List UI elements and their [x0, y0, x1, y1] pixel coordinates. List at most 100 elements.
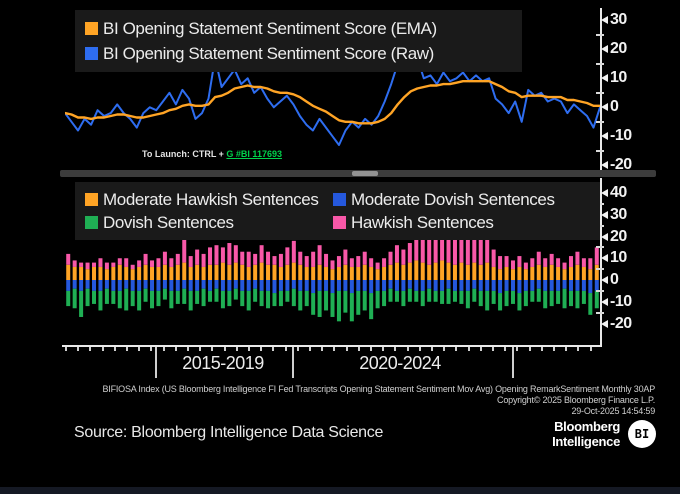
y-axis-tick-label: -20: [610, 314, 632, 332]
logo-line-bloomberg: Bloomberg: [554, 419, 620, 434]
bar-moderate-hawkish: [498, 269, 503, 281]
launch-link[interactable]: G #BI 117693: [226, 149, 282, 159]
bar-moderate-dovish: [143, 280, 148, 289]
bar-moderate-hawkish: [266, 264, 271, 280]
tick-arrow-icon: [601, 276, 608, 284]
bar-moderate-hawkish: [220, 262, 225, 280]
x-axis-minor-tick: [101, 347, 104, 351]
bar-moderate-hawkish: [201, 266, 206, 280]
y-axis-tick-label: -10: [610, 127, 632, 145]
bar-hawkish: [369, 258, 374, 267]
tick-arrow-icon: [601, 254, 608, 263]
x-axis-minor-tick: [187, 347, 189, 351]
bar-moderate-dovish: [446, 280, 451, 289]
bar-moderate-dovish: [220, 280, 225, 291]
x-axis-minor-tick: [89, 347, 92, 351]
bar-dovish: [433, 290, 438, 302]
bar-hawkish: [240, 251, 245, 265]
dovish-label: Dovish Sentences: [103, 212, 234, 232]
scrollbar-thumb[interactable]: [352, 171, 378, 176]
bar-hawkish: [491, 249, 496, 267]
bar-hawkish: [104, 262, 109, 270]
bar-moderate-hawkish: [66, 264, 71, 280]
bar-hawkish: [182, 234, 187, 263]
bar-moderate-dovish: [150, 280, 155, 291]
bar-hawkish: [465, 234, 470, 265]
bar-moderate-hawkish: [285, 264, 290, 280]
x-axis-minor-tick: [223, 347, 226, 351]
tick-arrow-icon: [601, 210, 608, 219]
tick-arrow-icon: [601, 319, 608, 328]
y-axis-minor-tick: [596, 311, 604, 314]
bar-moderate-hawkish: [394, 262, 399, 280]
bar-dovish: [465, 290, 470, 309]
bar-hawkish: [388, 251, 393, 265]
bar-moderate-dovish: [407, 280, 412, 289]
bar-moderate-hawkish: [472, 262, 477, 280]
source-attribution: Source: Bloomberg Intelligence Data Scie…: [74, 424, 384, 441]
x-axis-minor-tick: [540, 347, 543, 351]
bar-moderate-dovish: [162, 280, 167, 289]
bar-hawkish: [130, 264, 135, 270]
x-axis-minor-tick: [248, 347, 250, 351]
bar-dovish: [427, 288, 432, 302]
bar-hawkish: [349, 258, 354, 267]
bar-moderate-dovish: [182, 280, 187, 289]
bar-moderate-hawkish: [98, 266, 103, 280]
bar-moderate-dovish: [369, 280, 374, 294]
bar-dovish: [72, 288, 77, 309]
bar-moderate-dovish: [169, 280, 174, 291]
bar-moderate-dovish: [79, 280, 84, 291]
y-axis-minor-tick: [596, 246, 604, 249]
bar-moderate-dovish: [349, 280, 354, 294]
y-axis-tick: 30: [601, 206, 627, 224]
bar-moderate-dovish: [246, 280, 251, 291]
bar-moderate-hawkish: [233, 262, 238, 280]
bar-dovish: [407, 288, 412, 302]
bar-moderate-hawkish: [175, 264, 180, 280]
bar-moderate-dovish: [72, 280, 77, 289]
bar-dovish: [356, 290, 361, 315]
x-axis-minor-tick: [406, 347, 409, 351]
x-axis-minor-tick: [113, 347, 116, 351]
bar-dovish: [317, 290, 322, 317]
bar-dovish: [266, 290, 271, 309]
bar-dovish: [92, 290, 97, 304]
bottom-window-strip: [0, 487, 680, 494]
bar-moderate-hawkish: [459, 262, 464, 280]
y-axis-minor-tick: [596, 120, 604, 123]
bar-moderate-dovish: [491, 280, 496, 291]
y-axis-tick-label: 0: [610, 98, 619, 116]
x-axis-minor-tick: [394, 347, 397, 351]
y-axis-minor-tick: [596, 268, 604, 271]
bar-moderate-dovish: [330, 280, 335, 294]
bar-moderate-dovish: [581, 280, 586, 291]
bar-dovish: [452, 290, 457, 302]
bar-moderate-dovish: [117, 280, 122, 291]
bar-dovish: [79, 290, 84, 317]
bar-hawkish: [478, 236, 483, 265]
y-axis-tick-label: 20: [610, 227, 627, 245]
bar-dovish: [175, 290, 180, 304]
bar-moderate-hawkish: [124, 266, 129, 280]
bar-hawkish: [201, 253, 206, 267]
stacked-bars: [66, 219, 599, 322]
ema-series-label: BI Opening Statement Sentiment Score (EM…: [103, 18, 437, 38]
legend-item-moderate-hawkish: Moderate Hawkish Sentences: [85, 188, 333, 211]
bar-moderate-dovish: [485, 280, 490, 291]
bar-moderate-dovish: [291, 280, 296, 289]
bar-dovish: [349, 293, 354, 322]
x-axis-label-2015-2019: 2015-2019: [182, 353, 264, 373]
bar-dovish: [472, 288, 477, 302]
bar-dovish: [311, 293, 316, 315]
bar-dovish: [195, 290, 200, 304]
bar-moderate-hawkish: [575, 264, 580, 280]
horizontal-scrollbar[interactable]: [60, 170, 656, 177]
bar-moderate-hawkish: [568, 266, 573, 280]
bar-moderate-hawkish: [549, 264, 554, 280]
bar-dovish: [336, 290, 341, 322]
bar-moderate-hawkish: [588, 269, 593, 281]
tick-arrow-icon: [601, 103, 608, 112]
x-axis-separator-1: [155, 345, 157, 378]
bar-moderate-dovish: [472, 280, 477, 289]
